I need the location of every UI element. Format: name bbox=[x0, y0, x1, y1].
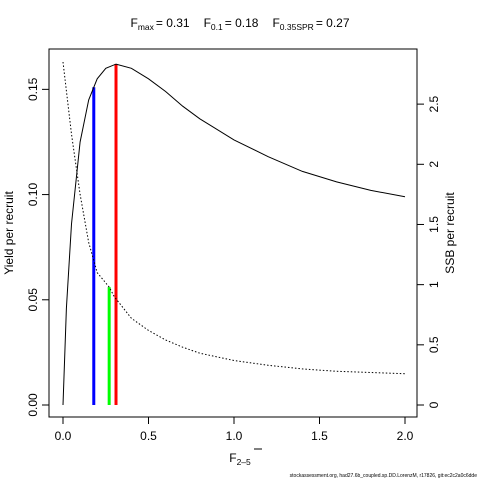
title-f01-value: = 0.18 bbox=[225, 16, 259, 30]
y-left-tick-label: 0.15 bbox=[26, 77, 40, 101]
title-fmax-symbol: F bbox=[130, 16, 137, 30]
y-right-tick-label: 2 bbox=[427, 161, 441, 168]
title-fspr-symbol: F bbox=[272, 16, 279, 30]
y-left-tick-label: 0.10 bbox=[26, 183, 40, 207]
chart-title: Fmax = 0.31 F0.1 = 0.18 F0.35SPR = 0.27 bbox=[130, 16, 349, 32]
x-axis: 0.0 0.5 1.0 1.5 2.0 bbox=[55, 416, 414, 443]
y-right-tick-label: 1.5 bbox=[427, 216, 441, 233]
x-label-sub: 2–5 bbox=[237, 457, 251, 467]
y-left-tick-label: 0.00 bbox=[26, 393, 40, 417]
y-right-tick-label: 0.5 bbox=[427, 336, 441, 353]
y-right-tick-label: 1 bbox=[427, 281, 441, 288]
title-fmax-sub: max bbox=[138, 22, 155, 32]
title-fspr-sub: 0.35SPR bbox=[280, 22, 314, 32]
title-f01-symbol: F bbox=[204, 16, 211, 30]
y-axis-right-label: SSB per recruit bbox=[443, 192, 457, 274]
reference-lines bbox=[92, 64, 118, 405]
x-tick-label: 1.0 bbox=[226, 429, 243, 443]
y-right-tick-label: 0 bbox=[427, 401, 441, 408]
y-axis-right: 0 0.5 1 1.5 2 2.5 bbox=[416, 95, 441, 408]
x-tick-label: 1.5 bbox=[311, 429, 328, 443]
y-axis-left: 0.00 0.05 0.10 0.15 bbox=[26, 77, 50, 417]
title-fmax-value: = 0.31 bbox=[156, 16, 190, 30]
x-tick-label: 0.5 bbox=[140, 429, 157, 443]
title-f01-sub: 0.1 bbox=[211, 22, 223, 32]
x-tick-label: 2.0 bbox=[397, 429, 414, 443]
y-right-tick-label: 2.5 bbox=[427, 95, 441, 112]
x-label-symbol: F bbox=[229, 451, 236, 465]
yield-per-recruit-line bbox=[62, 63, 406, 406]
y-axis-left-label: Yield per recruit bbox=[2, 191, 16, 275]
y-left-tick-label: 0.05 bbox=[26, 288, 40, 312]
ssb-per-recruit-line bbox=[62, 61, 406, 375]
x-tick-label: 0.0 bbox=[55, 429, 72, 443]
series-lines bbox=[62, 61, 406, 406]
title-fspr-value: = 0.27 bbox=[316, 16, 350, 30]
plot-frame bbox=[48, 48, 418, 418]
footer-credit: stockassessment.org, had27.6b_coupled.sp… bbox=[290, 473, 478, 479]
x-axis-label: F2–5 bbox=[229, 451, 251, 467]
